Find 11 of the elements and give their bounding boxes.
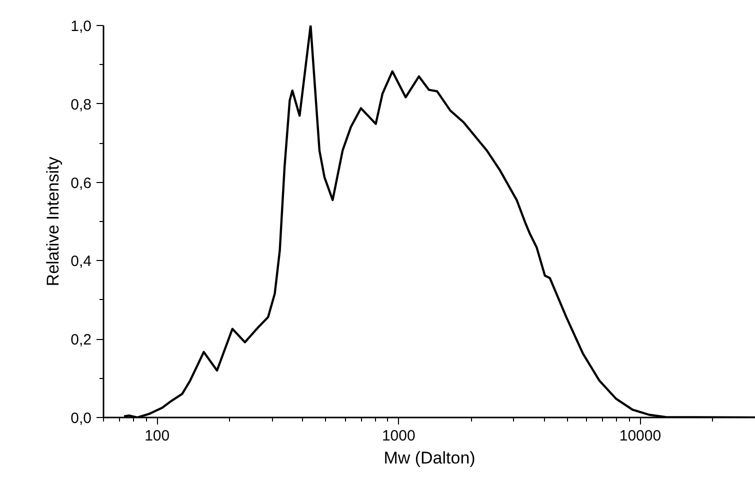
y-axis-title: Relative Intensity — [44, 156, 63, 286]
y-tick-label: 0,0 — [70, 410, 92, 427]
x-tick-label: 1000 — [382, 428, 416, 444]
x-tick-label: 10000 — [619, 428, 662, 444]
y-tick-label: 0,6 — [70, 174, 92, 192]
x-axis-title: Mw (Dalton) — [384, 448, 476, 468]
x-tick-label: 100 — [144, 428, 170, 444]
y-tick-label: 0,4 — [70, 253, 92, 270]
y-tick-label: 1,0 — [70, 18, 92, 35]
y-tick-label: 0,8 — [70, 96, 92, 114]
y-tick-label: 0,2 — [70, 332, 92, 349]
